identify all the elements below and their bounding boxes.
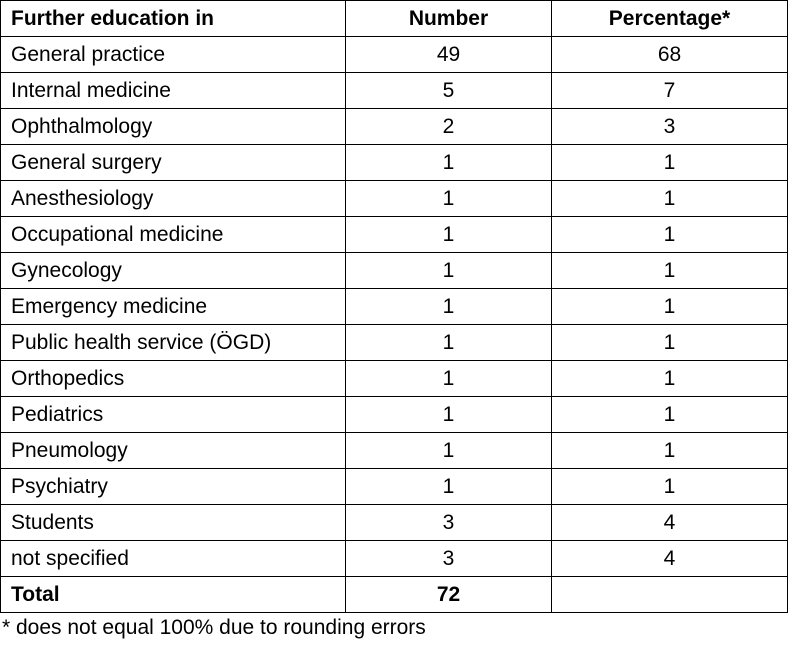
- table-row: Internal medicine 5 7: [0, 72, 788, 109]
- number-cell: 1: [345, 468, 552, 505]
- field-cell: Internal medicine: [0, 72, 346, 109]
- number-cell: 1: [345, 432, 552, 469]
- percentage-cell: 1: [551, 360, 788, 397]
- percentage-cell: 3: [551, 108, 788, 145]
- table-row: Occupational medicine 1 1: [0, 216, 788, 253]
- header-percentage: Percentage*: [551, 0, 788, 37]
- table-row: Public health service (ÖGD) 1 1: [0, 324, 788, 361]
- header-field: Further education in: [0, 0, 346, 37]
- percentage-cell: 1: [551, 144, 788, 181]
- number-cell: 3: [345, 540, 552, 577]
- table-row: Students 3 4: [0, 504, 788, 541]
- field-cell: Total: [0, 576, 346, 613]
- number-cell: 1: [345, 360, 552, 397]
- field-cell: Anesthesiology: [0, 180, 346, 217]
- number-cell: 1: [345, 216, 552, 253]
- table-row: Gynecology 1 1: [0, 252, 788, 289]
- table-row: Orthopedics 1 1: [0, 360, 788, 397]
- percentage-cell: [551, 576, 788, 613]
- number-cell: 5: [345, 72, 552, 109]
- number-cell: 1: [345, 396, 552, 433]
- number-cell: 1: [345, 324, 552, 361]
- percentage-cell: 1: [551, 252, 788, 289]
- table-row: General surgery 1 1: [0, 144, 788, 181]
- percentage-cell: 1: [551, 216, 788, 253]
- number-cell: 72: [345, 576, 552, 613]
- field-cell: Emergency medicine: [0, 288, 346, 325]
- field-cell: Occupational medicine: [0, 216, 346, 253]
- total-row: Total 72: [0, 576, 788, 613]
- number-cell: 1: [345, 288, 552, 325]
- field-cell: Students: [0, 504, 346, 541]
- percentage-cell: 1: [551, 468, 788, 505]
- field-cell: Pediatrics: [0, 396, 346, 433]
- header-row: Further education in Number Percentage*: [0, 0, 788, 37]
- table-row: Pneumology 1 1: [0, 432, 788, 469]
- footnote: * does not equal 100% due to rounding er…: [2, 616, 426, 639]
- education-table: Further education in Number Percentage* …: [0, 0, 788, 613]
- field-cell: General surgery: [0, 144, 346, 181]
- percentage-cell: 1: [551, 288, 788, 325]
- percentage-cell: 1: [551, 180, 788, 217]
- number-cell: 49: [345, 36, 552, 73]
- field-cell: Psychiatry: [0, 468, 346, 505]
- number-cell: 3: [345, 504, 552, 541]
- field-cell: Gynecology: [0, 252, 346, 289]
- percentage-cell: 1: [551, 432, 788, 469]
- percentage-cell: 4: [551, 540, 788, 577]
- field-cell: Orthopedics: [0, 360, 346, 397]
- table-row: not specified 3 4: [0, 540, 788, 577]
- table-row: Psychiatry 1 1: [0, 468, 788, 505]
- field-cell: Public health service (ÖGD): [0, 324, 346, 361]
- number-cell: 2: [345, 108, 552, 145]
- table-row: Emergency medicine 1 1: [0, 288, 788, 325]
- field-cell: Pneumology: [0, 432, 346, 469]
- field-cell: Ophthalmology: [0, 108, 346, 145]
- table-row: Pediatrics 1 1: [0, 396, 788, 433]
- table-row: General practice 49 68: [0, 36, 788, 73]
- percentage-cell: 1: [551, 396, 788, 433]
- number-cell: 1: [345, 252, 552, 289]
- number-cell: 1: [345, 144, 552, 181]
- percentage-cell: 4: [551, 504, 788, 541]
- table-row: Ophthalmology 2 3: [0, 108, 788, 145]
- field-cell: not specified: [0, 540, 346, 577]
- percentage-cell: 68: [551, 36, 788, 73]
- percentage-cell: 1: [551, 324, 788, 361]
- percentage-cell: 7: [551, 72, 788, 109]
- header-number: Number: [345, 0, 552, 37]
- table-row: Anesthesiology 1 1: [0, 180, 788, 217]
- number-cell: 1: [345, 180, 552, 217]
- field-cell: General practice: [0, 36, 346, 73]
